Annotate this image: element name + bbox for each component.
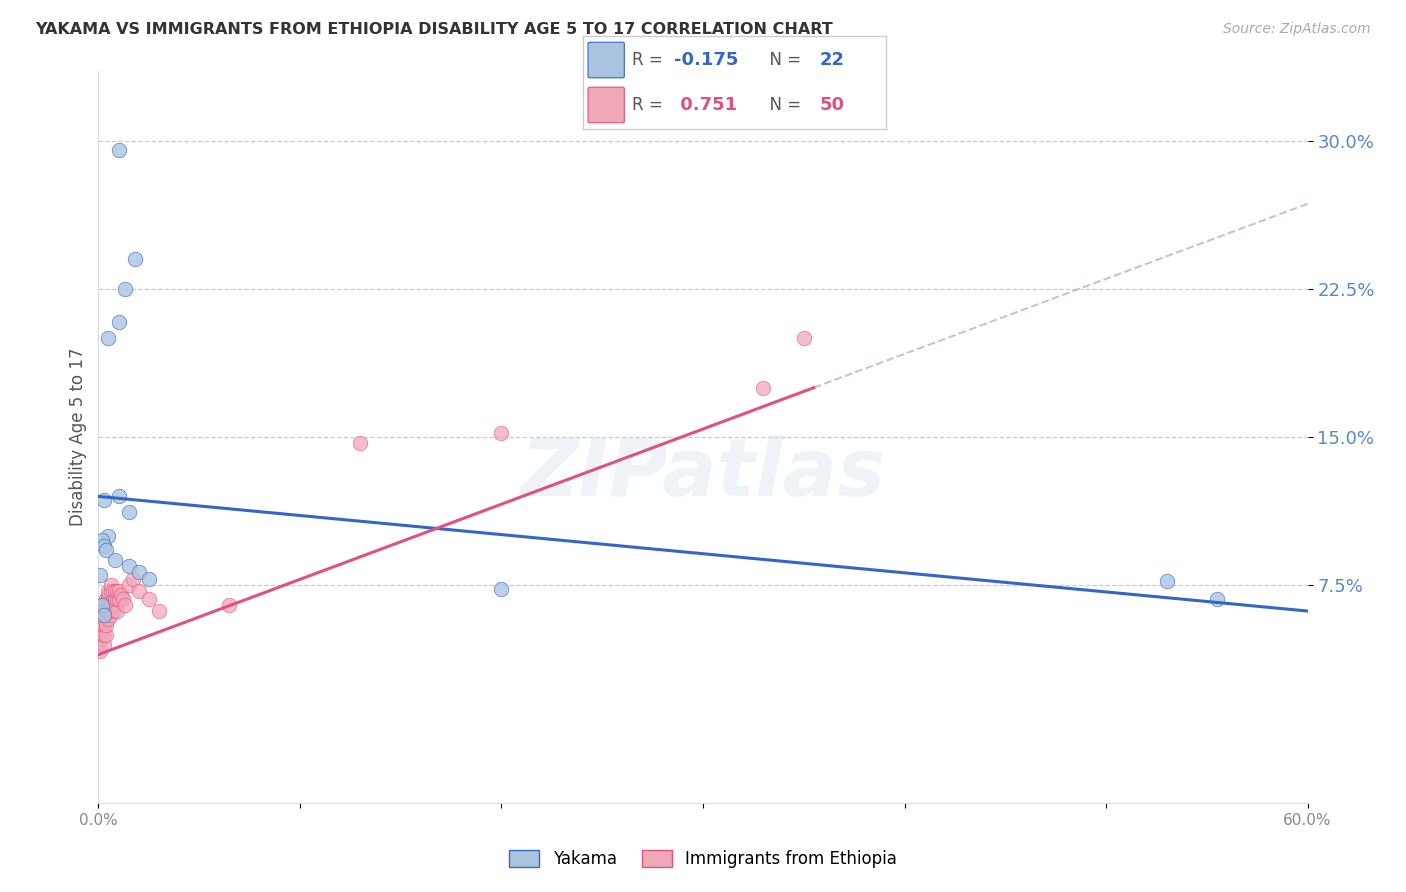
Point (138, 592, 160, 607)
Point (101, 584, 124, 599)
Point (93, 607, 115, 622)
Point (101, 598, 124, 612)
Point (107, 144, 129, 158)
Point (96, 542, 118, 557)
Point (128, 584, 150, 599)
Point (752, 381, 775, 395)
Text: R =: R = (631, 96, 668, 114)
Text: 0.751: 0.751 (675, 96, 737, 114)
Text: ZIPatlas: ZIPatlas (520, 434, 886, 513)
Point (91, 607, 114, 622)
Point (97, 604, 120, 618)
Point (491, 582, 513, 597)
Point (105, 584, 128, 599)
Point (101, 592, 124, 607)
Point (107, 315, 129, 329)
Point (138, 573, 160, 587)
Point (124, 252, 146, 267)
Text: Source: ZipAtlas.com: Source: ZipAtlas.com (1223, 22, 1371, 37)
Point (103, 598, 125, 612)
Point (93, 607, 115, 622)
Point (107, 584, 129, 599)
Y-axis label: Disability Age 5 to 17: Disability Age 5 to 17 (69, 348, 87, 526)
Point (118, 558, 141, 573)
Point (118, 505, 141, 519)
Point (118, 578, 141, 592)
Point (100, 598, 122, 612)
Point (107, 592, 129, 607)
Point (110, 588, 132, 602)
Point (91, 628, 114, 642)
Point (100, 578, 122, 592)
Point (93, 612, 115, 626)
Point (218, 598, 240, 612)
Point (103, 552, 125, 566)
Point (105, 604, 128, 618)
Point (93, 628, 115, 642)
Point (105, 592, 128, 607)
Point (89, 643, 111, 657)
Point (1156, 574, 1178, 589)
Point (93, 602, 115, 616)
Point (491, 426, 513, 441)
Point (93, 618, 115, 632)
Point (121, 573, 143, 587)
Point (89, 568, 111, 582)
Text: 22: 22 (820, 51, 844, 69)
Point (100, 607, 122, 622)
Point (793, 331, 815, 345)
Point (103, 592, 125, 607)
Point (91, 598, 114, 612)
Point (93, 493, 115, 508)
Point (96, 604, 118, 618)
Point (100, 584, 122, 599)
Point (111, 592, 134, 607)
Point (1206, 592, 1229, 607)
Point (96, 592, 118, 607)
Text: -0.175: -0.175 (675, 51, 738, 69)
FancyBboxPatch shape (588, 42, 624, 78)
Point (97, 529, 120, 543)
Text: 50: 50 (820, 96, 844, 114)
Point (97, 592, 120, 607)
Point (97, 612, 120, 626)
Point (93, 539, 115, 553)
Point (97, 331, 120, 345)
Text: N =: N = (759, 96, 806, 114)
Text: N =: N = (759, 51, 806, 69)
Text: YAKAMA VS IMMIGRANTS FROM ETHIOPIA DISABILITY AGE 5 TO 17 CORRELATION CHART: YAKAMA VS IMMIGRANTS FROM ETHIOPIA DISAB… (35, 22, 832, 37)
Point (349, 436, 371, 450)
Point (103, 584, 125, 599)
FancyBboxPatch shape (588, 87, 624, 123)
Point (114, 598, 136, 612)
Legend: Yakama, Immigrants from Ethiopia: Yakama, Immigrants from Ethiopia (502, 844, 904, 875)
Point (96, 598, 118, 612)
Point (97, 588, 120, 602)
Point (91, 622, 114, 636)
Point (128, 565, 150, 579)
Point (114, 282, 136, 296)
Point (96, 628, 118, 642)
Point (97, 584, 120, 599)
Point (96, 618, 118, 632)
Point (101, 604, 124, 618)
Point (91, 533, 114, 547)
Point (89, 632, 111, 646)
Point (107, 489, 129, 503)
Text: R =: R = (631, 51, 668, 69)
Point (148, 604, 170, 618)
Point (93, 638, 115, 652)
